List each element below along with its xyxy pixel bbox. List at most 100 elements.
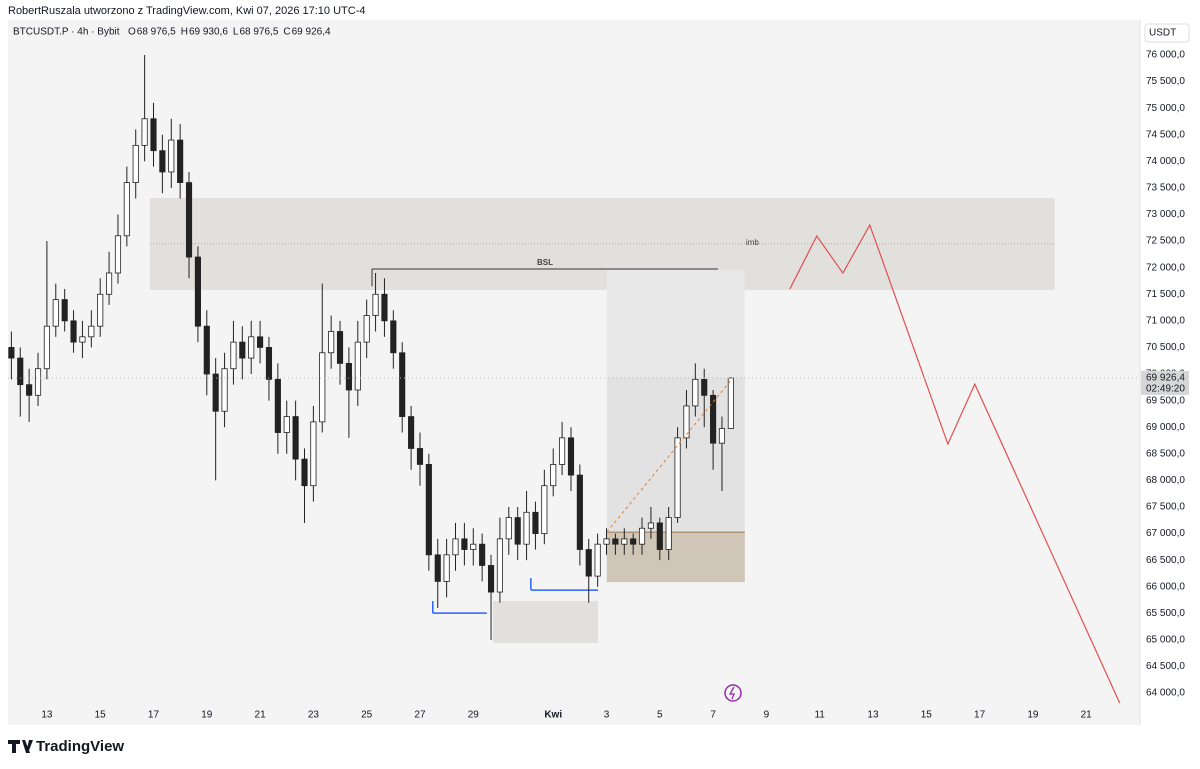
ohlc-key: C [283,27,290,38]
candle-body [185,182,193,258]
candle-body [292,416,299,460]
candle-body [150,118,157,152]
candle-body [514,517,521,545]
candle-body [114,235,122,274]
y-tick-label: 75 000,0 [1146,103,1185,114]
demand-zone [492,601,598,644]
candle-body [399,352,406,417]
candle-body [345,362,352,391]
candle-body [585,549,592,577]
candle-body [701,378,708,396]
event-icon-bolt [728,686,735,700]
x-tick-label: 21 [255,710,267,721]
x-tick-label: 25 [361,710,373,721]
candle-body [123,182,130,237]
candle-body [221,368,228,412]
candle-body [470,543,477,550]
candle-body [718,428,726,444]
candle-body [79,336,86,343]
candle-body [630,538,637,545]
candle-body [505,517,512,540]
candle-body [487,565,495,593]
target-zone [606,270,745,379]
x-tick-label: 15 [921,710,933,721]
candle-body [239,341,246,359]
x-tick-label: 19 [201,710,213,721]
candle-body [621,538,628,545]
bsl-label: BSL [537,258,553,267]
y-tick-label: 66 000,0 [1146,581,1185,592]
candle-body [168,139,175,173]
candle-body [638,527,646,545]
x-tick-label: 23 [308,710,320,721]
candle-body [408,416,415,449]
y-tick-label: 74 500,0 [1146,129,1185,140]
candle-body [550,464,557,487]
candle-body [26,384,33,396]
candle-body [363,315,370,343]
x-tick-label: 17 [974,710,986,721]
x-tick-label: Kwi [544,710,562,721]
y-tick-label: 64 000,0 [1146,688,1185,699]
candle-body [381,293,388,322]
candle-body [603,538,610,545]
x-tick-label: 5 [657,710,663,721]
y-tick-label: 71 500,0 [1146,289,1185,300]
y-tick-label: 66 500,0 [1146,555,1185,566]
y-tick-label: 67 000,0 [1146,528,1185,539]
candle-body [434,554,441,582]
candle-body [88,325,95,338]
x-tick-label: 13 [41,710,53,721]
ohlc-key: O [128,27,136,38]
candle-body [656,522,663,550]
brand-name: TradingView [36,738,124,755]
candle-body [576,474,583,550]
candle-body [159,150,166,173]
ohlc-value: 68 976,5 [137,27,176,38]
candle-body [61,299,68,322]
ohlc-key: L [233,27,239,38]
candle-body [248,336,255,359]
candle-body [141,118,148,146]
candle-body [479,543,486,566]
candle-body [52,299,59,327]
candle-body [230,341,237,370]
candle-body [132,144,139,183]
chart-title: RobertRuszala utworzono z TradingView.co… [8,5,365,17]
candle-body [319,352,326,423]
candle-body [17,357,24,386]
ohlc-key: H [181,27,188,38]
candle-body [336,331,344,364]
x-tick-label: 11 [814,710,825,721]
candle-body [283,416,290,433]
y-tick-label: 73 000,0 [1146,209,1185,220]
y-tick-label: 69 500,0 [1146,395,1185,406]
candle-body [212,373,219,412]
candle-body [177,139,184,183]
x-tick-label: 19 [1027,710,1039,721]
candle-body [70,320,77,343]
brand-logo [8,740,33,753]
candle-body [203,325,210,375]
candle-body [532,511,539,534]
candle-body [43,325,50,370]
y-tick-label: 68 500,0 [1146,448,1185,459]
y-tick-label: 70 500,0 [1146,342,1185,353]
candle-body [328,331,335,354]
y-tick-label: 65 500,0 [1146,608,1185,619]
currency-box [1144,23,1190,43]
last-price-box [1141,370,1189,395]
candle-body [301,458,308,487]
event-icon[interactable] [724,684,742,702]
stop-zone [606,532,745,583]
candle-body [390,320,397,354]
ohlc-value: 69 930,6 [189,27,228,38]
y-tick-label: 65 000,0 [1146,635,1185,646]
candle-body [683,405,690,439]
y-tick-label: 69 000,0 [1146,422,1185,433]
x-tick-label: 21 [1081,710,1093,721]
candle-body [496,538,503,593]
candle-body [674,437,681,519]
candles [8,54,734,640]
